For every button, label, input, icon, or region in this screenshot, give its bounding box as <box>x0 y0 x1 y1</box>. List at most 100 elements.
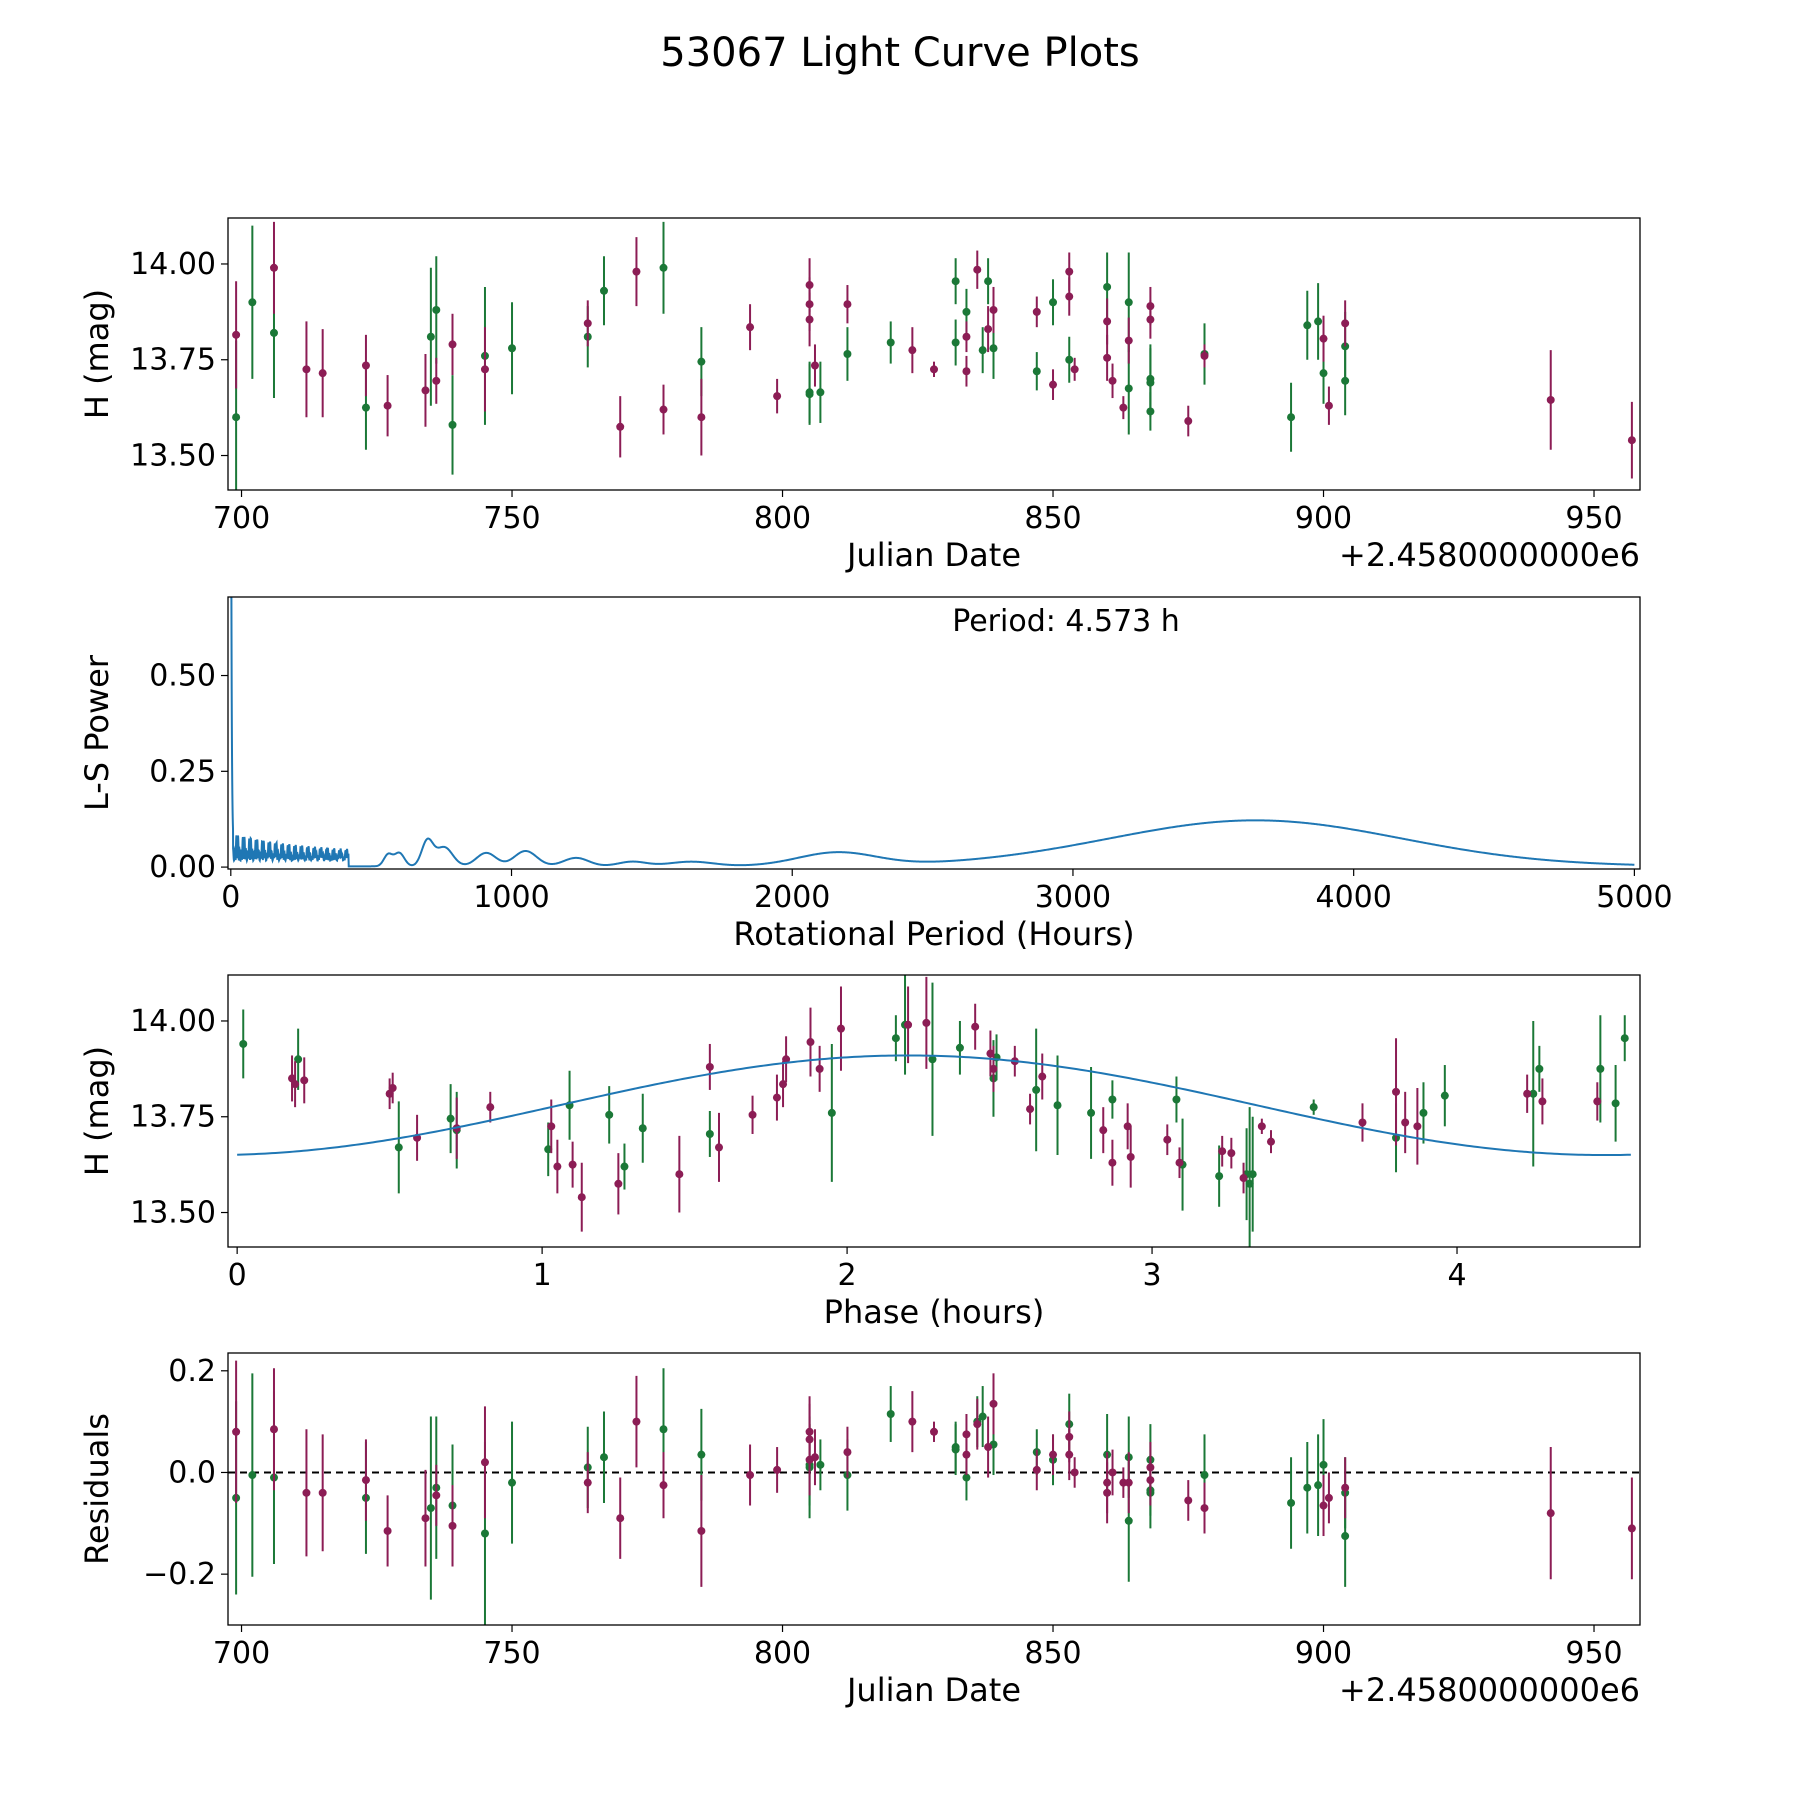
data-point <box>697 413 706 422</box>
data-point <box>1341 319 1350 328</box>
data-point <box>446 1114 455 1123</box>
x-offset-label: +2.4580000000e6 <box>1339 536 1640 574</box>
data-point <box>973 1420 982 1429</box>
data-point <box>973 265 982 274</box>
x-tick-label: 5000 <box>1596 880 1672 915</box>
data-points <box>232 1360 1636 1625</box>
data-point <box>989 305 998 314</box>
data-point <box>448 1521 457 1530</box>
data-point <box>1103 1478 1112 1487</box>
data-point <box>843 300 852 309</box>
data-point <box>1184 417 1193 426</box>
x-tick-label: 700 <box>213 1636 270 1671</box>
data-point <box>1124 1516 1133 1525</box>
data-point <box>547 1122 556 1131</box>
x-tick-label: 2 <box>838 1258 857 1293</box>
data-point <box>986 1049 995 1058</box>
data-point <box>508 344 517 353</box>
data-point <box>928 1055 937 1064</box>
data-point <box>984 1443 993 1452</box>
x-tick-label: 3 <box>1143 1258 1162 1293</box>
data-point <box>705 1062 714 1071</box>
data-point <box>583 319 592 328</box>
data-point <box>1065 355 1074 364</box>
data-point <box>388 1084 397 1093</box>
x-tick-label: 900 <box>1295 1636 1352 1671</box>
data-point <box>486 1103 495 1112</box>
data-point <box>962 367 971 376</box>
data-point <box>1103 353 1112 362</box>
data-point <box>1200 351 1209 360</box>
data-point <box>1103 317 1112 326</box>
data-point <box>1413 1122 1422 1131</box>
data-point <box>930 1427 938 1436</box>
data-point <box>248 298 257 307</box>
data-point <box>1065 267 1074 276</box>
y-tick-label: 0.2 <box>168 1354 216 1389</box>
x-tick-label: 1 <box>533 1258 552 1293</box>
data-point <box>1523 1089 1532 1098</box>
data-point <box>294 1055 303 1064</box>
data-point <box>1146 378 1155 387</box>
plot-frame <box>227 217 1641 491</box>
data-point <box>1596 1064 1605 1073</box>
data-point <box>361 361 370 370</box>
data-point <box>1593 1097 1602 1106</box>
data-point <box>1287 1498 1296 1507</box>
x-axis-label: Julian Date <box>845 536 1021 574</box>
x-tick-label: 850 <box>1024 501 1081 536</box>
data-point <box>962 1450 971 1459</box>
data-point <box>599 286 608 295</box>
data-point <box>1546 1509 1555 1518</box>
x-tick-label: 800 <box>754 501 811 536</box>
sinusoid-fit-line <box>237 1054 1631 1157</box>
data-point <box>697 1450 706 1459</box>
data-point <box>810 1453 819 1462</box>
data-point <box>1319 369 1328 378</box>
data-point <box>816 1460 825 1469</box>
data-point <box>1124 1478 1133 1487</box>
data-point <box>638 1124 647 1133</box>
data-point <box>616 1514 625 1523</box>
data-point <box>568 1160 577 1169</box>
data-point <box>1440 1091 1449 1100</box>
x-tick-label: 950 <box>1565 1636 1622 1671</box>
data-point <box>1245 1179 1254 1188</box>
data-point <box>232 330 241 339</box>
data-point <box>432 376 441 385</box>
data-point <box>232 413 241 422</box>
data-point <box>1108 1158 1117 1167</box>
data-point <box>1126 1152 1135 1161</box>
data-point <box>773 1465 782 1474</box>
data-point <box>1065 1450 1074 1459</box>
data-point <box>508 1478 517 1487</box>
data-point <box>1053 1101 1062 1110</box>
data-point <box>705 1129 714 1138</box>
data-point <box>632 1417 641 1426</box>
x-axis-label: Julian Date <box>845 1671 1021 1709</box>
x-offset-label: +2.4580000000e6 <box>1339 1671 1640 1709</box>
data-point <box>1319 334 1328 343</box>
data-point <box>1146 407 1155 416</box>
data-point <box>1257 1122 1266 1131</box>
data-point <box>1314 1481 1323 1490</box>
data-point <box>1319 1501 1328 1510</box>
data-point <box>659 405 668 414</box>
data-points <box>232 221 1636 490</box>
data-point <box>886 1410 895 1419</box>
periodogram-plot-area <box>230 597 1635 868</box>
data-point <box>1341 376 1350 385</box>
data-point <box>269 1425 278 1434</box>
y-tick-label: 14.00 <box>130 247 216 282</box>
x-tick-label: 850 <box>1024 1636 1081 1671</box>
y-tick-label: 0.50 <box>149 659 216 694</box>
data-point <box>383 401 392 410</box>
data-point <box>1341 1532 1350 1541</box>
data-point <box>318 1488 327 1497</box>
data-point <box>1627 436 1636 445</box>
data-point <box>1392 1087 1401 1096</box>
plot-frame <box>227 974 1641 1248</box>
data-point <box>302 1488 311 1497</box>
y-tick-label: 0.25 <box>149 754 216 789</box>
x-tick-label: 4000 <box>1315 880 1391 915</box>
